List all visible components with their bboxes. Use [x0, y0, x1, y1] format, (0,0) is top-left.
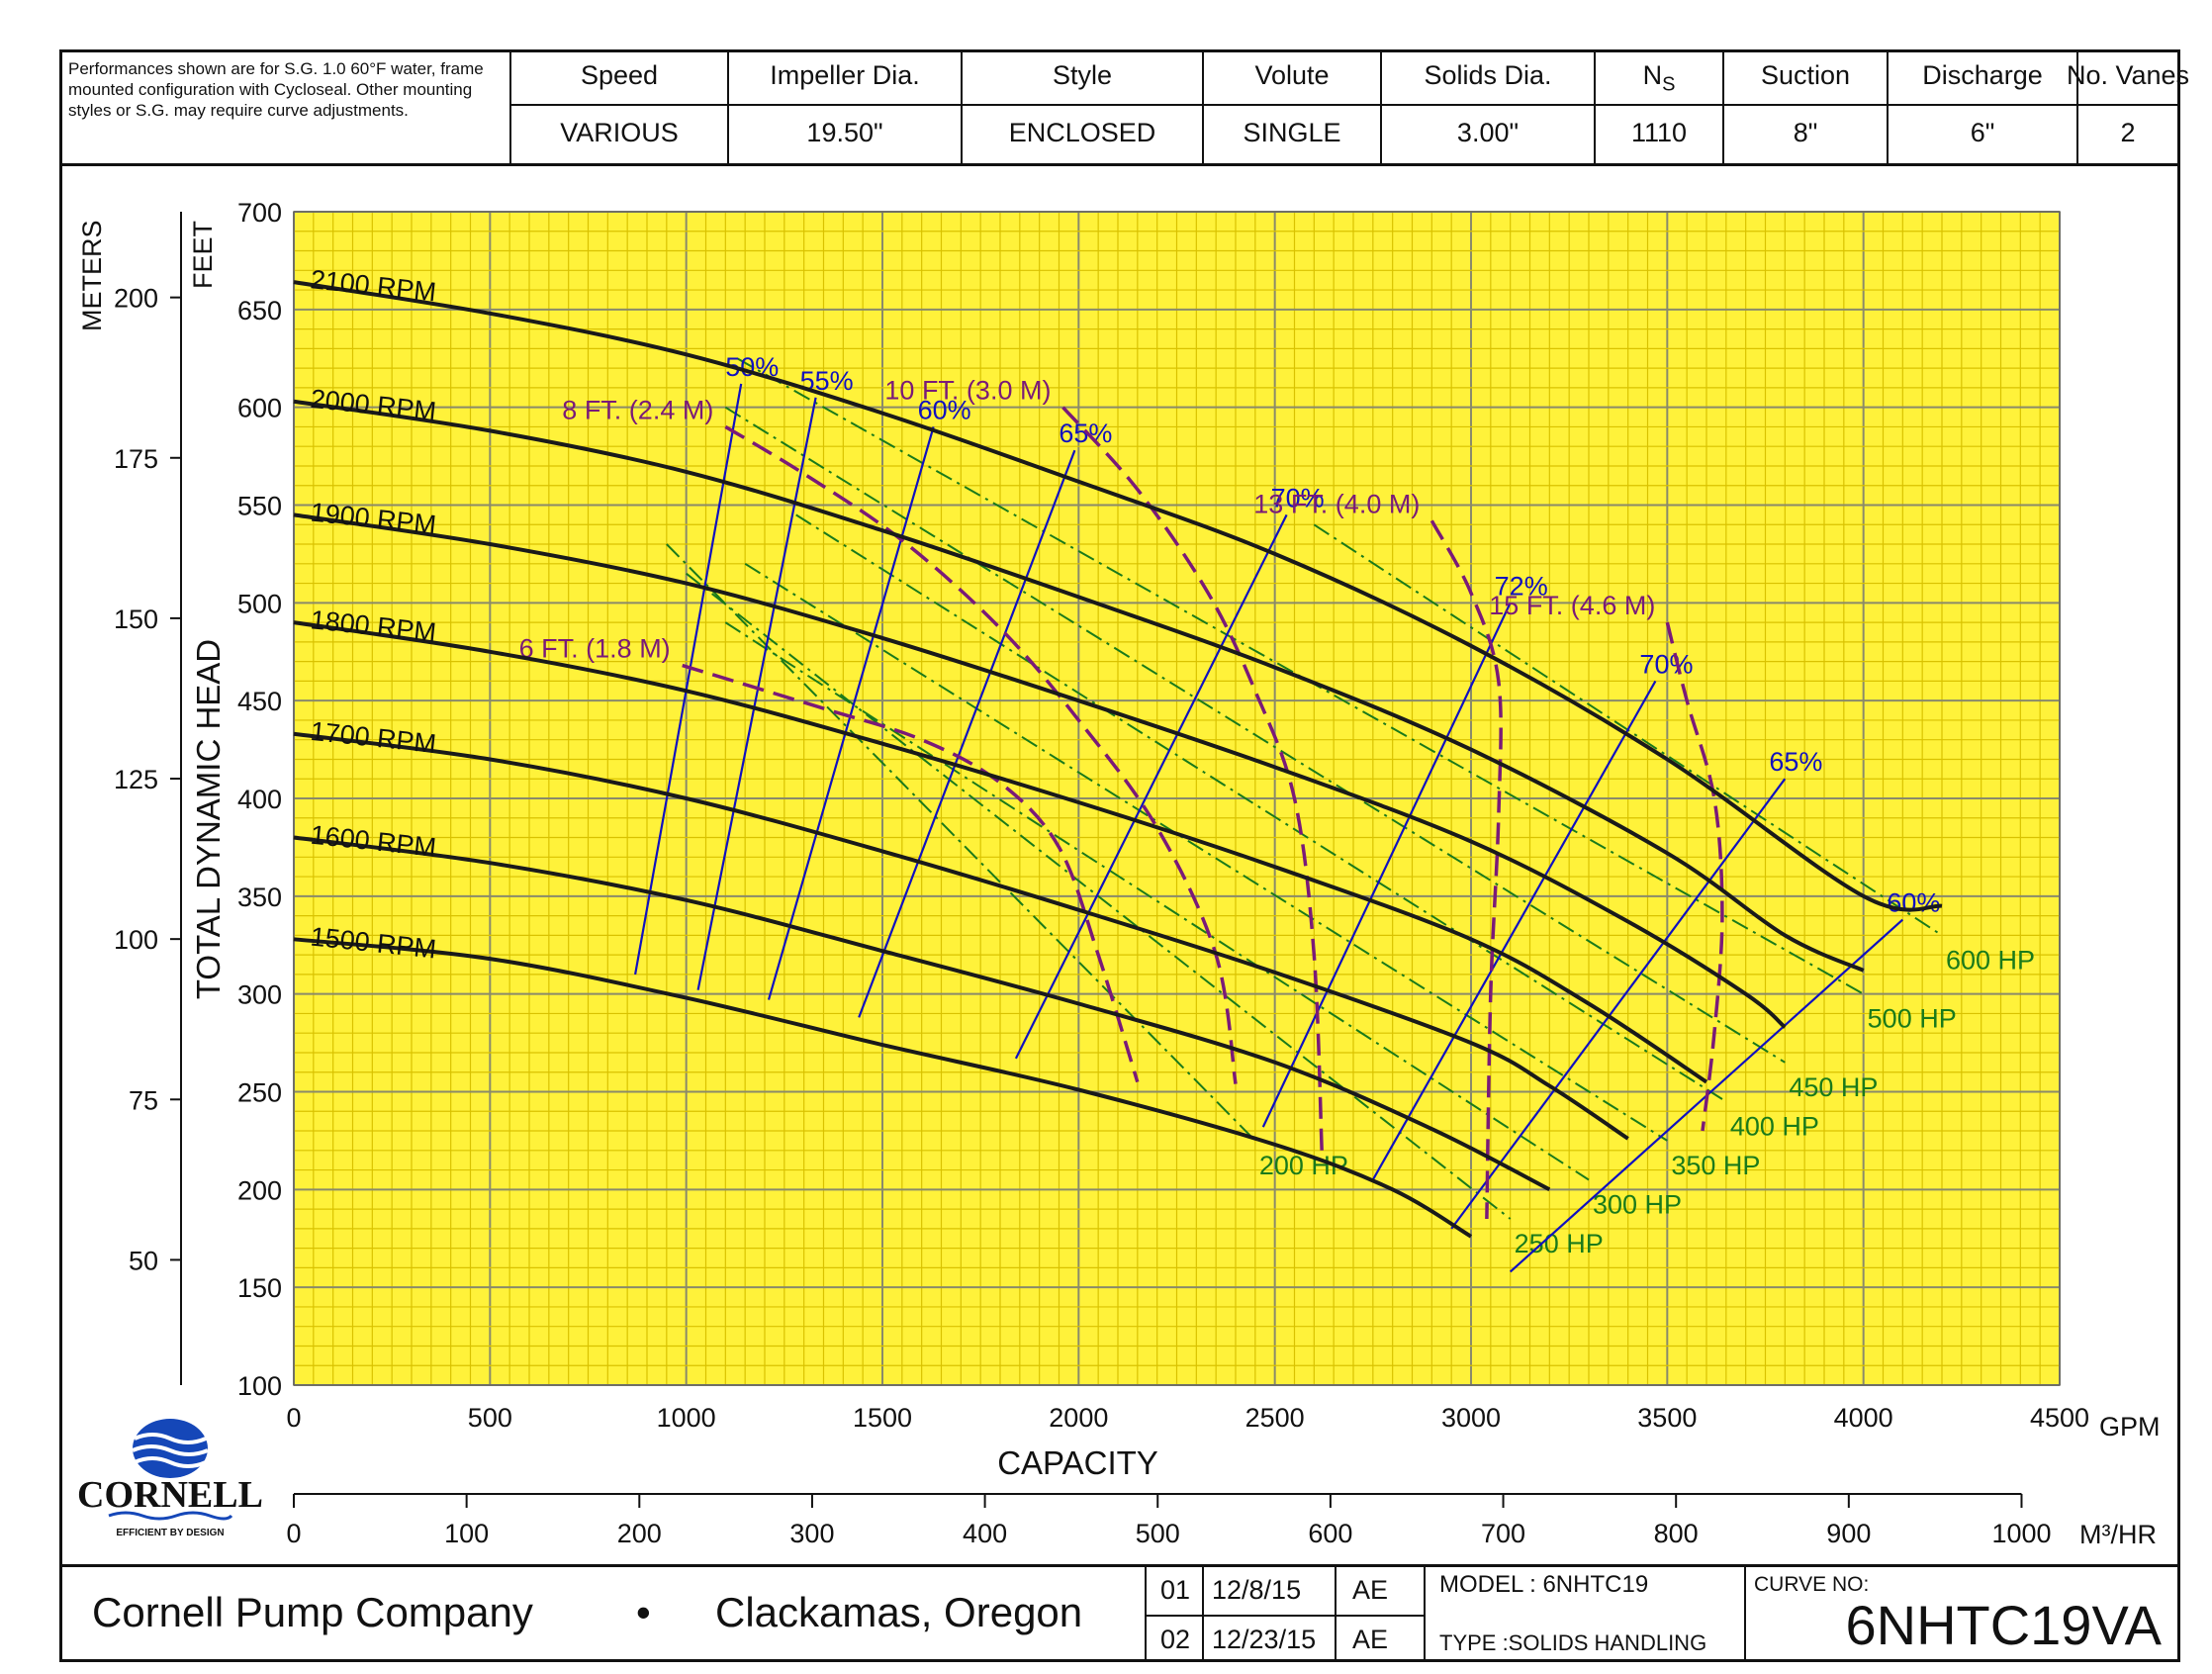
- curve-number: 6NHTC19VA: [1845, 1594, 2162, 1656]
- title-block: Cornell Pump Company • Clackamas, Oregon…: [62, 1564, 2177, 1662]
- curve-number-cell: CURVE NO: 6NHTC19VA: [1744, 1567, 2179, 1662]
- spec-value: VARIOUS: [560, 118, 679, 147]
- spec-value: 1110: [1630, 118, 1688, 147]
- revision-date: 12/8/15: [1212, 1575, 1302, 1605]
- spec-label: Impeller Dia.: [770, 60, 920, 90]
- separator-bullet: •: [636, 1589, 651, 1635]
- spec-label: Speed: [580, 60, 659, 90]
- revision-date: 12/23/15: [1212, 1625, 1317, 1654]
- spec-impeller-dia: Impeller Dia. 19.50": [729, 52, 963, 163]
- revision-row: 01 12/8/15 AE: [1147, 1567, 1424, 1614]
- spec-label: NS: [1642, 60, 1676, 96]
- spec-label: Style: [1052, 60, 1113, 90]
- revision-row: 02 12/23/15 AE: [1147, 1615, 1424, 1663]
- spec-label: No. Vanes: [2066, 60, 2190, 90]
- revision-no: 01: [1160, 1575, 1191, 1605]
- revision-table: 01 12/8/15 AE 02 12/23/15 AE: [1145, 1567, 1426, 1662]
- logo-tagline: EFFICIENT BY DESIGN: [116, 1528, 224, 1538]
- spec-speed: Speed VARIOUS: [511, 52, 729, 163]
- model-number: MODEL : 6NHTC19: [1439, 1571, 1649, 1598]
- revision-no: 02: [1160, 1625, 1191, 1654]
- spec-value: 19.50": [806, 118, 883, 147]
- spec-ns: NS 1110: [1596, 52, 1724, 163]
- pump-curve-sheet: Performances shown are for S.G. 1.0 60°F…: [59, 49, 2189, 1662]
- revision-by: AE: [1352, 1575, 1389, 1605]
- pump-type: TYPE :SOLIDS HANDLING: [1439, 1630, 1707, 1655]
- cornell-logo: CORNELL EFFICIENT BY DESIGN: [77, 1419, 263, 1538]
- performance-note: Performances shown are for S.G. 1.0 60°F…: [68, 59, 484, 120]
- revision-by: AE: [1352, 1625, 1389, 1654]
- performance-note-cell: Performances shown are for S.G. 1.0 60°F…: [62, 52, 511, 163]
- spec-value: ENCLOSED: [1008, 118, 1156, 147]
- spec-label: Discharge: [1922, 60, 2043, 90]
- logo-wordmark: CORNELL: [77, 1474, 263, 1516]
- spec-value: 8": [1793, 118, 1818, 147]
- spec-value: 6": [1970, 118, 1995, 147]
- spec-label: Suction: [1760, 60, 1851, 90]
- company-location: Clackamas, Oregon: [715, 1589, 1083, 1635]
- spec-solids-dia: Solids Dia. 3.00": [1382, 52, 1596, 163]
- spec-header-table: Performances shown are for S.G. 1.0 60°F…: [62, 52, 2189, 166]
- spec-value: SINGLE: [1243, 118, 1341, 147]
- spec-label: Solids Dia.: [1424, 60, 1552, 90]
- spec-no-vanes: No. Vanes 2: [2067, 52, 2189, 163]
- company-name: Cornell Pump Company: [92, 1589, 533, 1635]
- spec-discharge: Discharge 6": [1889, 52, 2078, 163]
- spec-label: Volute: [1254, 60, 1330, 90]
- spec-value: 3.00": [1456, 118, 1520, 147]
- spec-style: Style ENCLOSED: [963, 52, 1204, 163]
- spec-value: 2: [2120, 118, 2136, 147]
- spec-volute: Volute SINGLE: [1204, 52, 1382, 163]
- curve-number-label: CURVE NO:: [1754, 1573, 1870, 1596]
- spec-suction: Suction 8": [1724, 52, 1889, 163]
